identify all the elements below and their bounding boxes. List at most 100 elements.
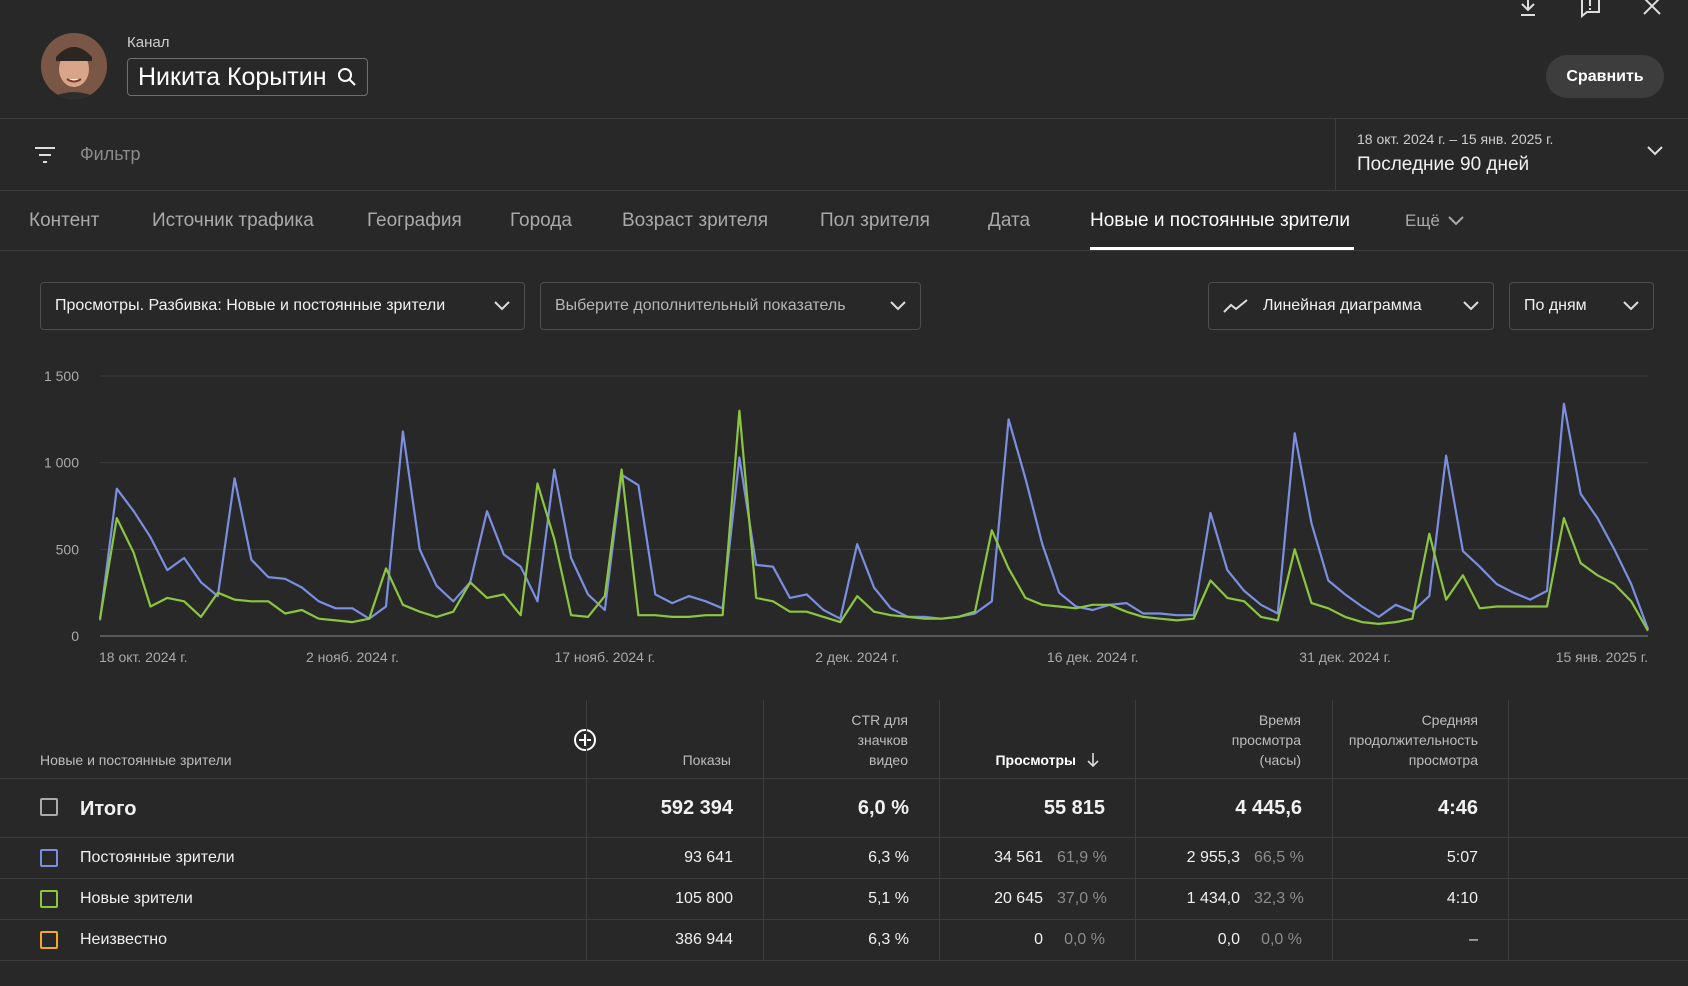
filter-icon[interactable] [33,145,57,165]
series-checkbox[interactable] [40,849,58,867]
close-icon[interactable] [1640,0,1664,18]
search-icon [337,68,356,86]
row-label: Неизвестно [80,931,168,948]
total-views: 55 815 [1043,796,1105,819]
chart-type-label: Линейная диаграмма [1263,297,1422,314]
x-tick-label: 31 дек. 2024 г. [1299,649,1391,665]
window-actions [1516,0,1664,18]
report-tabs: Контент Источник трафика География Город… [0,190,1688,251]
add-column-button[interactable] [573,728,597,752]
row-views-value: 0 [1034,931,1043,948]
series-line [98,402,1650,630]
tab-new-returning[interactable]: Новые и постоянные зрители [1090,210,1350,231]
tab-date[interactable]: Дата [988,210,1031,231]
chevron-down-icon [494,301,510,311]
avatar [41,33,107,99]
total-impressions: 592 394 [660,796,733,819]
row-impressions: 386 944 [675,931,733,948]
tab-content[interactable]: Контент [29,210,100,231]
x-tick-label: 17 нояб. 2024 г. [554,649,655,665]
row-watch-time: 2 955,3 66,5 % [1135,838,1332,878]
column-divider [586,700,587,960]
date-range-label: Последние 90 дней [1357,154,1530,175]
column-header-ctr[interactable]: CTR для значков видео [851,712,908,768]
channel-header: Канал Никита Корытин Сравнить [0,0,1688,119]
granularity-dropdown[interactable]: По дням [1509,282,1654,330]
row-label: Постоянные зрители [80,849,235,866]
row-ctr: 6,3 % [868,849,909,866]
x-tick-label: 2 дек. 2024 г. [815,649,899,665]
chevron-down-icon [1463,301,1479,311]
arrow-down-icon [1087,753,1099,768]
row-views: 0 0,0 % [939,920,1135,960]
tab-cities[interactable]: Города [510,210,572,231]
feedback-icon[interactable] [1578,0,1602,18]
x-tick-label: 18 окт. 2024 г. [99,649,188,665]
row-ctr: 6,3 % [868,931,909,948]
row-views: 20 645 37,0 % [939,879,1135,919]
table-row[interactable]: Неизвестно 386 944 6,3 % 0 0,0 % 0,0 0,0 %… [0,920,1688,961]
chevron-down-icon [1647,146,1663,156]
row-ctr: 5,1 % [868,890,909,907]
column-divider [939,700,940,960]
row-impressions: 105 800 [675,890,733,907]
column-header-views-label: Просмотры [995,752,1076,768]
row-watch-pct: 66,5 % [1254,849,1304,866]
row-views-value: 20 645 [994,890,1043,907]
row-watch-time: 0,0 0,0 % [1135,920,1332,960]
row-views-pct: 0,0 % [1064,931,1105,948]
row-watch-value: 1 434,0 [1186,890,1240,907]
tab-more-label: Ещё [1405,211,1440,230]
row-avg-duration: – [1469,931,1478,948]
series-line [98,409,1649,632]
table-total-row: Итого 592 394 6,0 % 55 815 4 445,6 4:46 [0,779,1688,838]
filter-input[interactable]: Фильтр [80,144,141,164]
series-checkbox[interactable] [40,890,58,908]
table-row[interactable]: Новые зрители 105 800 5,1 % 20 645 37,0 %… [0,879,1688,920]
chart-type-dropdown[interactable]: Линейная диаграмма [1208,282,1494,330]
channel-selector[interactable]: Никита Корытин [127,58,368,96]
column-divider [1332,700,1333,960]
active-tab-indicator [1090,247,1354,250]
total-watch-time: 4 445,6 [1235,796,1302,819]
y-tick-label: 1 000 [44,455,79,471]
download-icon[interactable] [1516,0,1540,18]
row-views-pct: 61,9 % [1057,849,1107,866]
row-views-value: 34 561 [994,849,1043,866]
table-row[interactable]: Постоянные зрители 93 641 6,3 % 34 561 61… [0,838,1688,879]
metric-dropdown[interactable]: Просмотры. Разбивка: Новые и постоянные … [40,282,525,330]
compare-button[interactable]: Сравнить [1546,55,1664,98]
channel-caption: Канал [127,34,170,51]
date-range-text: 18 окт. 2024 г. – 15 янв. 2025 г. [1357,131,1554,147]
column-header-avg-duration[interactable]: Средняя продолжительность просмотра [1348,712,1478,768]
row-avg-duration: 4:10 [1446,890,1478,907]
tab-more[interactable]: Ещё [1405,211,1464,231]
metric-dropdown-label: Просмотры. Разбивка: Новые и постоянные … [55,297,446,314]
chevron-down-icon [1623,301,1639,311]
tab-traffic-source[interactable]: Источник трафика [152,210,314,231]
date-range-selector[interactable]: 18 окт. 2024 г. – 15 янв. 2025 г. Послед… [1335,119,1688,190]
x-tick-label: 2 нояб. 2024 г. [306,649,399,665]
column-header-impressions[interactable]: Показы [682,752,731,768]
tab-viewer-age[interactable]: Возраст зрителя [622,210,769,231]
column-divider [1508,700,1509,960]
total-label: Итого [80,798,137,820]
column-header-watch-time[interactable]: Время просмотра (часы) [1231,712,1301,768]
row-watch-pct: 0,0 % [1261,931,1302,948]
series-checkbox[interactable] [40,931,58,949]
tab-geography[interactable]: География [367,210,462,231]
row-watch-value: 2 955,3 [1186,849,1240,866]
row-watch-value: 0,0 [1217,931,1240,948]
total-checkbox[interactable] [40,798,58,816]
secondary-metric-dropdown[interactable]: Выберите дополнительный показатель [540,282,921,330]
row-watch-time: 1 434,0 32,3 % [1135,879,1332,919]
row-label: Новые зрители [80,890,193,907]
y-tick-label: 0 [71,628,79,644]
row-impressions: 93 641 [684,849,733,866]
tab-viewer-gender[interactable]: Пол зрителя [820,210,930,231]
secondary-metric-label: Выберите дополнительный показатель [555,297,846,314]
chevron-down-icon [890,301,906,311]
column-header-views[interactable]: Просмотры [995,750,1100,770]
total-ctr: 6,0 % [857,796,909,819]
x-tick-label: 15 янв. 2025 г. [1556,649,1648,665]
